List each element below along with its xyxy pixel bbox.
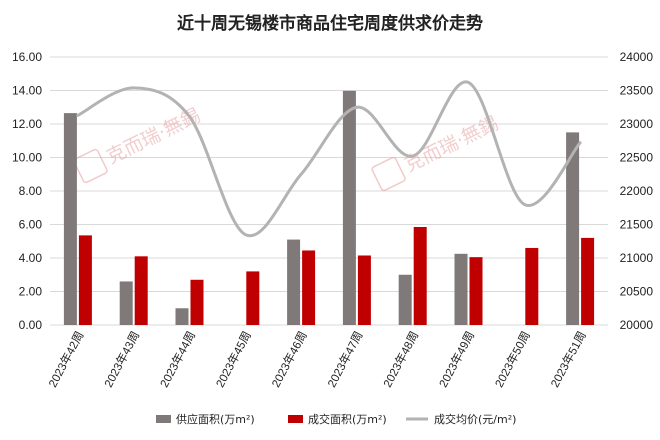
price-line [76, 80, 582, 238]
x-tick-label: 2023年51周 [548, 329, 589, 390]
bar-deal [302, 250, 316, 325]
y-left-tick-label: 10.00 [12, 151, 42, 165]
x-tick-label: 2023年47周 [324, 329, 365, 390]
legend-label: 成交面积(万m²) [308, 412, 387, 426]
legend-label: 成交均价(元/m²) [434, 412, 516, 426]
bar-supply [342, 90, 356, 326]
y-right-tick-label: 24000 [620, 50, 654, 64]
y-left-tick-label: 16.00 [12, 50, 42, 64]
legend-label: 供应面积(万m²) [176, 412, 255, 426]
x-tick-label: 2023年48周 [380, 329, 421, 390]
y-left-tick-label: 4.00 [19, 251, 43, 265]
y-left-tick-label: 2.00 [19, 285, 43, 299]
bars [63, 90, 595, 326]
legend-swatch [156, 415, 171, 423]
y-right-tick-label: 21000 [620, 251, 654, 265]
bar-deal [246, 271, 260, 325]
y-right-tick-label: 22000 [620, 184, 654, 198]
x-tick-label: 2023年45周 [213, 329, 254, 390]
x-tick-label: 2023年44周 [157, 329, 198, 390]
bar-supply [398, 274, 412, 325]
x-tick-label: 2023年49周 [436, 329, 477, 390]
x-tick-label: 2023年50周 [492, 329, 533, 390]
watermarks: 克而瑞·無錫 克而瑞·無錫 [73, 104, 502, 192]
watermark-text: 克而瑞·無錫 [401, 112, 501, 176]
watermark-seal [73, 148, 108, 184]
y-axis-left: 0.00 2.00 4.00 6.00 8.00 10.00 12.00 14.00 16.00 [12, 50, 42, 332]
y-right-tick-label: 21500 [620, 218, 654, 232]
legend-swatch [288, 415, 303, 423]
watermark-logo: 克而瑞·無錫 [73, 104, 204, 184]
bar-supply [175, 308, 189, 325]
bar-supply [566, 132, 580, 325]
bar-deal [581, 237, 595, 325]
watermark-seal [371, 156, 406, 192]
y-left-tick-label: 0.00 [19, 318, 43, 332]
y-left-tick-label: 8.00 [19, 184, 43, 198]
y-right-tick-label: 20000 [620, 318, 654, 332]
bar-deal [134, 256, 148, 325]
y-left-tick-label: 12.00 [12, 117, 42, 131]
bar-supply [119, 281, 133, 325]
y-right-tick-label: 23500 [620, 84, 654, 98]
y-right-tick-label: 23000 [620, 117, 654, 131]
x-axis: 2023年42周 2023年43周 2023年44周 2023年45周 2023年46周… [45, 329, 588, 390]
y-left-tick-label: 14.00 [12, 84, 42, 98]
gridlines [50, 56, 608, 326]
bar-deal [78, 235, 92, 325]
x-tick-label: 2023年43周 [101, 329, 142, 390]
y-axis-right: 20000 20500 21000 21500 22000 22500 23000 23500… [620, 50, 654, 332]
bar-deal [190, 279, 204, 325]
legend-item: 成交面积(万m²) [288, 412, 387, 426]
bar-supply [287, 239, 301, 325]
bar-deal [357, 255, 371, 325]
y-right-tick-label: 20500 [620, 285, 654, 299]
legend-item: 成交均价(元/m²) [406, 412, 516, 426]
x-tick-label: 2023年46周 [269, 329, 310, 390]
x-tick-label: 2023年42周 [45, 329, 86, 390]
bar-supply [454, 253, 468, 325]
bar-deal [525, 247, 539, 325]
legend: 供应面积(万m²) 成交面积(万m²) 成交均价(元/m²) [156, 412, 516, 426]
y-left-tick-label: 6.00 [19, 218, 43, 232]
series-line-price [76, 80, 582, 238]
bar-deal [469, 257, 483, 325]
y-right-tick-label: 22500 [620, 151, 654, 165]
legend-item: 供应面积(万m²) [156, 412, 255, 426]
bar-supply [63, 113, 77, 325]
chart-title: 近十周无锡楼市商品住宅周度供求价走势 [177, 13, 483, 34]
bar-deal [413, 227, 427, 325]
